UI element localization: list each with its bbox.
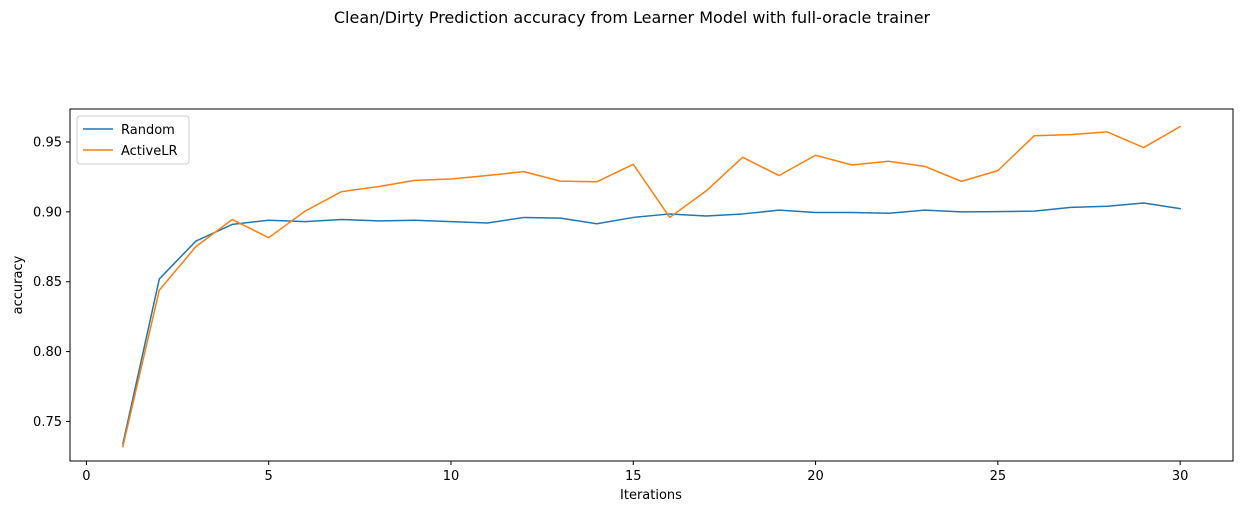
x-tick-label: 10: [443, 469, 460, 484]
legend: Random ActiveLR: [76, 115, 190, 165]
series-lines: [121, 125, 1182, 448]
plot-area-frame: [69, 108, 1234, 462]
x-axis-label: Iterations: [620, 488, 682, 503]
chart-title: Clean/Dirty Prediction accuracy from Lea…: [334, 8, 931, 27]
y-tick-label: 0.90: [33, 205, 62, 220]
x-tick-label: 30: [1172, 469, 1189, 484]
y-tick-label: 0.80: [33, 345, 62, 360]
x-tick-label: 0: [82, 469, 90, 484]
x-tick-label: 20: [807, 469, 824, 484]
x-tick-label: 25: [990, 469, 1007, 484]
legend-box: [76, 115, 190, 165]
legend-label-random: Random: [121, 123, 175, 138]
y-tick-label: 0.75: [33, 415, 62, 430]
series-line-random: [121, 202, 1181, 445]
y-tick-label: 0.85: [33, 275, 62, 290]
legend-label-activelr: ActiveLR: [121, 144, 178, 159]
series-line-activelr: [121, 125, 1182, 448]
x-tick-label: 15: [625, 469, 642, 484]
x-axis: 0 5 10 15 20 25 30: [82, 461, 1188, 484]
y-axis: 0.75 0.80 0.85 0.90 0.95: [33, 135, 70, 430]
y-tick-label: 0.95: [33, 135, 62, 150]
y-axis-label: accuracy: [11, 255, 26, 314]
x-tick-label: 5: [265, 469, 273, 484]
